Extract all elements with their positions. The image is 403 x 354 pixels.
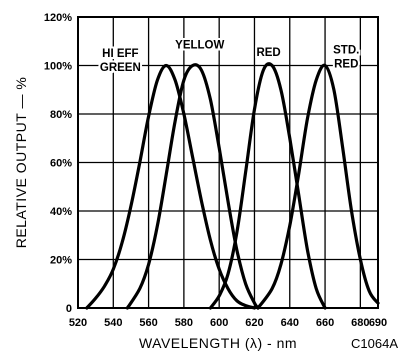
x-tick-label: 690 (369, 317, 387, 329)
series-label-0: HI EFF (102, 48, 138, 60)
series-line-1 (125, 63, 260, 310)
x-tick-label: 580 (175, 317, 193, 329)
y-tick-label: 120% (44, 12, 72, 24)
series-line-2 (208, 62, 327, 310)
figure-id: C1064A (351, 336, 398, 351)
x-tick-label: 640 (281, 317, 299, 329)
y-tick-label: 60% (50, 158, 72, 170)
y-tick-labels: 0 20% 40% 60% 80% 100% 120% (44, 12, 72, 315)
x-axis-title: WAVELENGTH (λ) - nm (139, 335, 297, 351)
series-line-0 (85, 63, 257, 310)
y-tick-label: 80% (50, 109, 72, 121)
y-tick-label: 100% (44, 61, 72, 73)
x-tick-label: 540 (104, 317, 122, 329)
series-curves (85, 62, 380, 310)
series-label-3: STD. (333, 44, 359, 56)
y-tick-label: 20% (50, 255, 72, 267)
y-tick-label: 40% (50, 206, 72, 218)
series-label-2: RED (256, 47, 280, 59)
plot-frame (77, 16, 379, 309)
series-label-1: YELLOW (175, 40, 224, 52)
series-label-0: GREEN (100, 62, 141, 74)
y-axis-title: RELATIVE OUTPUT — % (13, 77, 29, 249)
x-tick-label: 620 (245, 317, 263, 329)
grid-lines (77, 16, 379, 309)
x-tick-label: 680 (351, 317, 369, 329)
x-tick-labels: 520 540 560 580 600 620 640 660 680 690 (69, 317, 387, 329)
x-tick-label: 520 (69, 317, 87, 329)
series-line-3 (256, 63, 380, 310)
x-tick-label: 560 (139, 317, 157, 329)
series-label-3: RED (334, 58, 358, 70)
series-labels: HI EFF GREEN YELLOW RED STD. RED (98, 38, 361, 76)
x-tick-label: 600 (210, 317, 228, 329)
y-tick-label: 0 (66, 303, 72, 315)
x-tick-label: 660 (316, 317, 334, 329)
